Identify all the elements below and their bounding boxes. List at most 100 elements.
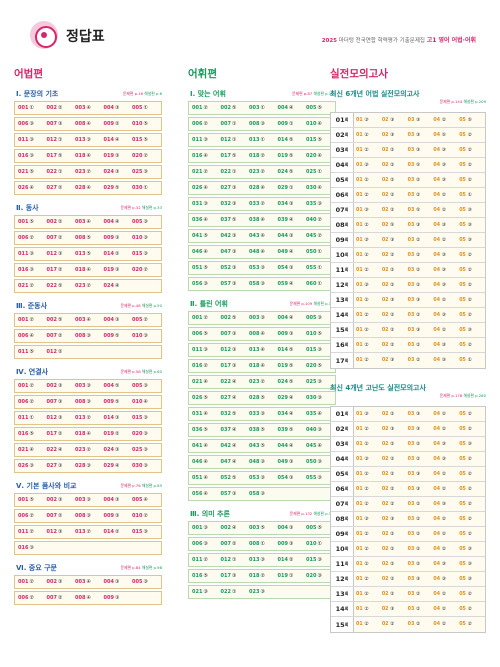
- section-header: Ⅱ. 동사 문제편 p.32 해설편 p.33: [14, 201, 162, 213]
- answer-item: 05 ②: [459, 133, 485, 138]
- answer-choice: ⑤: [114, 383, 120, 389]
- answer-item: 009②: [104, 121, 133, 127]
- question-number: 006: [18, 333, 29, 339]
- question-number: 02: [381, 441, 391, 447]
- answer-choice: ②: [467, 162, 472, 168]
- question-number: 020: [306, 153, 317, 159]
- answer-item: 03 ②: [408, 343, 434, 348]
- answer-item: 005③: [132, 383, 161, 389]
- question-number: 03: [407, 622, 416, 627]
- question-number: 014: [103, 137, 114, 143]
- question-number: 018: [249, 363, 260, 369]
- question-number: 042: [220, 233, 231, 239]
- answer-choice: ③: [260, 265, 265, 271]
- answer-choice: ③: [143, 463, 148, 469]
- question-number: 03: [407, 207, 416, 213]
- answer-choice: ③: [203, 525, 208, 531]
- question-number: 03: [407, 411, 416, 417]
- answer-item: 023②: [249, 169, 278, 175]
- answer-choice: ②: [441, 117, 447, 123]
- answer-item: 04 ③: [433, 457, 459, 462]
- answer-item: 02 ②: [382, 253, 408, 258]
- question-page-ref: 문제편 p.132: [289, 511, 313, 516]
- question-number: 05: [459, 222, 468, 228]
- question-number: 023: [249, 169, 260, 175]
- question-number: 008: [249, 121, 260, 127]
- answer-row: 016④ 017⑤ 018② 019⑤ 020④: [188, 149, 336, 163]
- answer-choice: ④: [260, 347, 265, 353]
- answer-item: 020③: [132, 431, 161, 437]
- question-number: 051: [192, 475, 203, 481]
- answer-choice: ②: [364, 622, 369, 627]
- round-label: 01 회: [331, 113, 355, 127]
- page-header: 정답표 2025 마더텅 전국연합 학력평가 기출문제집 고1 영어 어법·어휘: [14, 14, 486, 49]
- question-number: 05: [459, 162, 468, 168]
- answer-choice: ②: [415, 342, 421, 348]
- answer-choice: ②: [415, 531, 421, 537]
- section-title: Ⅲ. 준동사: [16, 302, 48, 310]
- question-number: 026: [192, 395, 203, 401]
- question-number: 030: [132, 463, 143, 469]
- answer-item: 005③: [132, 219, 161, 225]
- answer-row: 046④ 047④ 048③ 049③ 050③: [188, 455, 336, 469]
- answer-choice: ④: [203, 185, 208, 191]
- question-number: 030: [306, 395, 317, 401]
- section-header: Ⅳ. 연결사 문제편 p.58 해설편 p.60: [14, 365, 162, 377]
- question-number: 041: [192, 233, 203, 239]
- round-suffix: 회: [344, 501, 349, 506]
- question-number: 05: [459, 456, 468, 462]
- round-answers: 01 ② 02 ③ 03 ③ 04 ⑤ 05 ②: [354, 128, 485, 142]
- answer-item: 016③: [18, 153, 47, 159]
- answer-choice: ③: [143, 415, 148, 421]
- answer-choice: ③: [467, 561, 472, 567]
- answer-choice: ①: [231, 169, 237, 175]
- answer-row: 011③ 012① 013① 014⑤ 015⑤: [188, 133, 336, 147]
- question-number: 030: [132, 185, 143, 191]
- question-number: 017: [220, 363, 231, 369]
- grammar-section: Ⅰ. 문장의 기초 문제편 p.16 해설편 p.6 001① 002② 003④ 004…: [14, 87, 162, 195]
- answer-item: 017②: [47, 431, 76, 437]
- question-number: 05: [459, 132, 468, 138]
- question-number: 03: [407, 252, 416, 258]
- round-number: 10: [335, 251, 345, 259]
- answer-item: 003④: [75, 219, 104, 225]
- answer-choice: ⑤: [260, 443, 265, 449]
- question-number: 003: [249, 105, 260, 111]
- answer-page-ref: 해설편 p.60: [141, 369, 162, 374]
- question-number: 032: [220, 411, 231, 417]
- question-number: 006: [18, 513, 29, 519]
- round-number: 11: [335, 560, 345, 568]
- answer-choice: ③: [467, 546, 472, 552]
- round-suffix: 회: [344, 591, 349, 596]
- answer-row: 046④ 047③ 048④ 049④ 050①: [188, 245, 336, 259]
- round-number: 14: [335, 605, 345, 613]
- question-number: 007: [46, 513, 57, 519]
- round-number: 13: [335, 296, 345, 304]
- answer-item: 05 ③: [459, 547, 485, 552]
- answer-choice: ②: [364, 177, 369, 183]
- question-number: 03: [407, 222, 416, 228]
- question-number: 004: [103, 219, 114, 225]
- question-number: 012: [220, 557, 231, 563]
- section-title: Ⅲ. 의미 추론: [190, 510, 230, 518]
- section-header: Ⅰ. 맞는 어휘 문제편 p.87 해설편 p.103: [188, 87, 336, 99]
- round-suffix: 회: [344, 561, 349, 566]
- round-number: 11: [335, 266, 345, 274]
- question-number: 015: [306, 557, 317, 563]
- question-number: 03: [407, 606, 416, 612]
- question-number: 05: [459, 606, 468, 612]
- answer-choice: ③: [288, 459, 294, 465]
- answer-item: 05 ②: [459, 253, 485, 258]
- answer-item: 056④: [192, 491, 221, 497]
- answer-choice: ②: [415, 192, 421, 198]
- answer-row: 051⑤ 052③ 053③ 054③ 055①: [188, 261, 336, 275]
- question-number: 050: [306, 249, 317, 255]
- answer-item: 04 ②: [433, 532, 459, 537]
- question-number: 013: [75, 137, 86, 143]
- answer-choice: ③: [86, 463, 91, 469]
- answer-choice: ②: [390, 267, 395, 273]
- question-number: 017: [220, 153, 231, 159]
- answer-item: 018④: [75, 267, 104, 273]
- question-number: 04: [433, 342, 442, 348]
- answer-choice: ①: [231, 121, 237, 127]
